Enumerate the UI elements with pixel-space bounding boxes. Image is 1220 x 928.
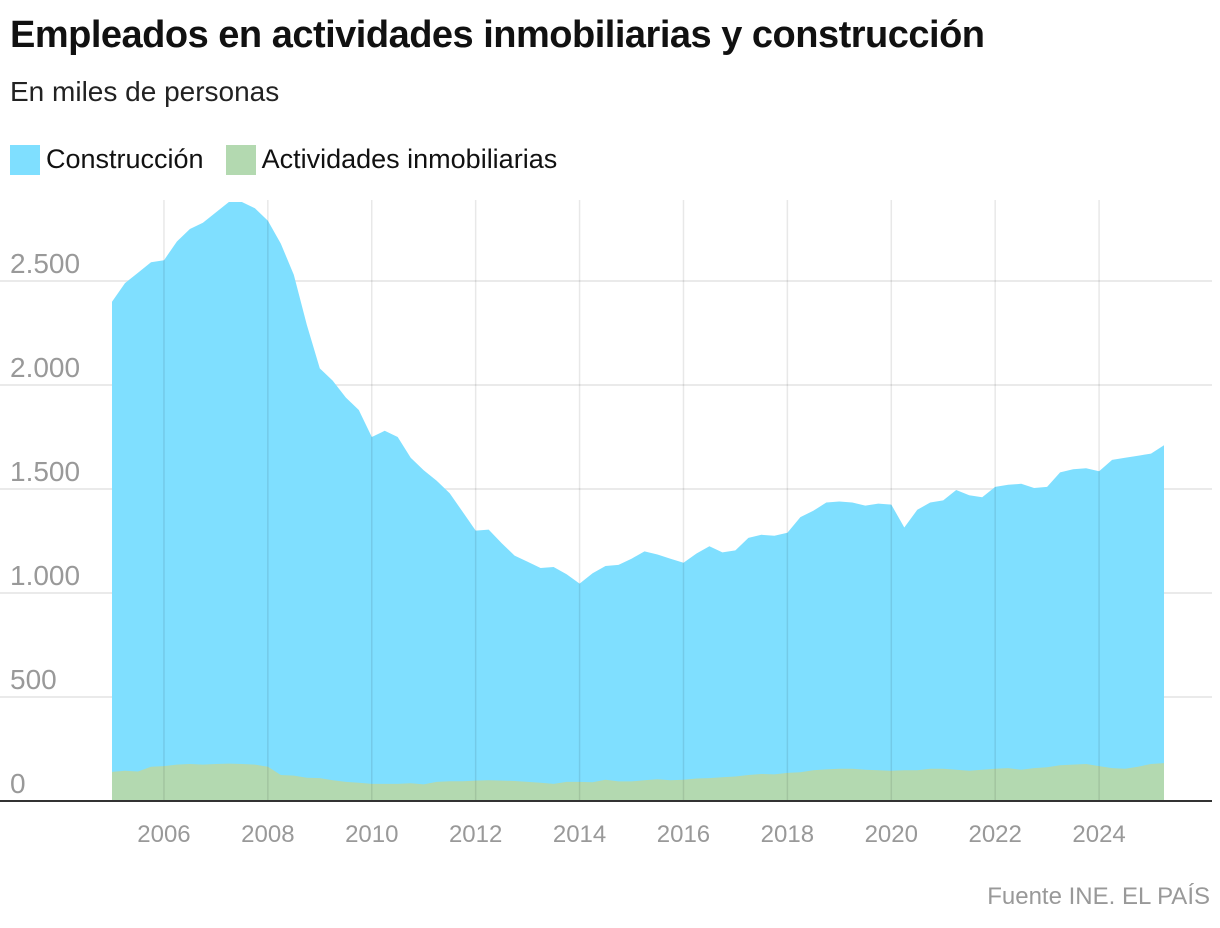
- y-tick-label: 1.500: [10, 456, 80, 487]
- x-tick-label: 2006: [137, 821, 190, 848]
- y-tick-label: 0: [10, 768, 26, 799]
- x-tick-label: 2010: [345, 821, 398, 848]
- y-tick-label: 2.000: [10, 352, 80, 383]
- x-tick-label: 2012: [449, 821, 502, 848]
- areas: [112, 202, 1164, 801]
- x-tick-label: 2024: [1072, 821, 1125, 848]
- legend-item-construccion: Construcción: [10, 144, 204, 175]
- x-tick-label: 2014: [553, 821, 606, 848]
- legend-swatch-construccion: [10, 144, 40, 175]
- legend-label-construccion: Construcción: [46, 144, 204, 174]
- x-axis: 2006 2008 2010 2012 2014 2016 2018 2020 2022 2024: [137, 821, 1126, 848]
- vertical-grid: [0, 200, 1212, 802]
- x-tick-label: 2022: [968, 821, 1021, 848]
- x-tick-label: 2016: [657, 821, 710, 848]
- x-tick-label: 2008: [241, 821, 294, 848]
- y-tick-label: 1.000: [10, 560, 80, 591]
- y-tick-label: 500: [10, 664, 57, 695]
- x-tick-label: 2018: [761, 821, 814, 848]
- legend-item-inmobiliarias: Actividades inmobiliarias: [225, 144, 558, 175]
- legend-label-inmobiliarias: Actividades inmobiliarias: [261, 144, 558, 174]
- y-axis: 0 500 1.000 1.500 2.000 2.500: [10, 248, 80, 799]
- chart-subtitle: En miles de personas: [10, 76, 280, 107]
- legend: Construcción Actividades inmobiliarias: [10, 144, 579, 175]
- chart-title: Empleados en actividades inmobiliarias y…: [10, 14, 985, 56]
- source-note: Fuente INE. EL PAÍS: [987, 883, 1210, 910]
- x-tick-label: 2020: [865, 821, 918, 848]
- area-actividades-inmobiliarias: [112, 763, 1164, 801]
- area-construccion: [112, 202, 1164, 801]
- legend-swatch-inmobiliarias: [225, 144, 256, 175]
- y-tick-label: 2.500: [10, 248, 80, 279]
